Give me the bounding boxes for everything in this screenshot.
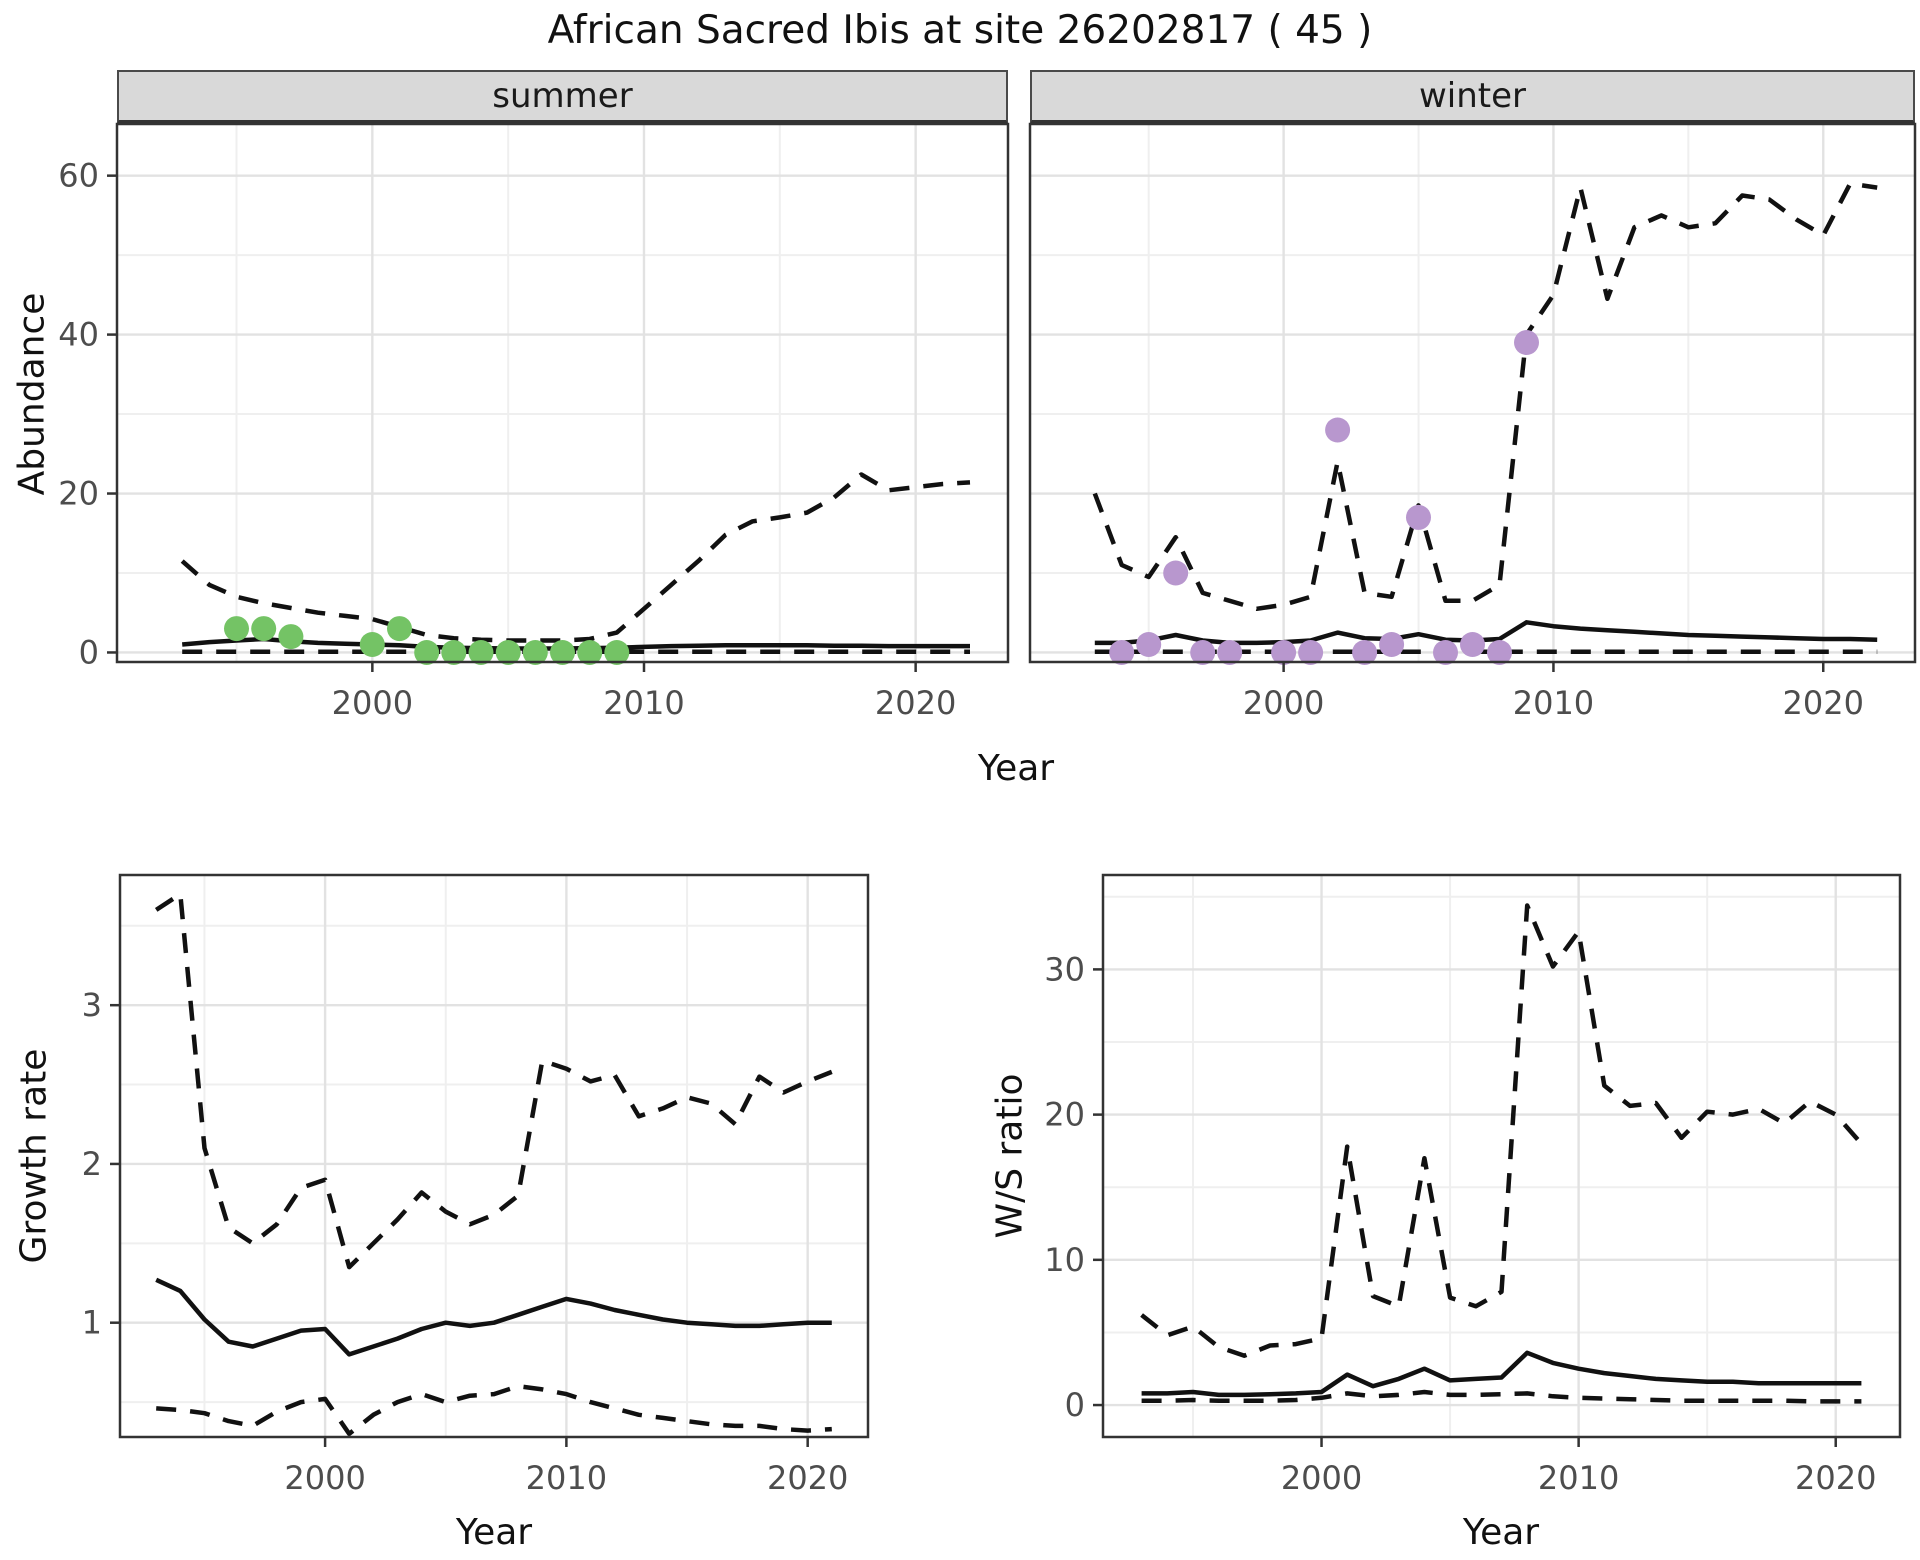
abundance-summer-axis-ticks: 2000 2010 2020 0 20 40 60 [58, 157, 956, 722]
ws-ratio-panel: 2000 2010 2020 0 10 20 30 [1044, 873, 1902, 1497]
growth-rate-panel-border [118, 873, 870, 1439]
abundance-summer-upper-95ci-line [180, 472, 971, 643]
observed-point [1433, 640, 1458, 665]
observed-point [1487, 640, 1512, 665]
y-tick-label: 0 [79, 633, 99, 671]
observed-point [1352, 640, 1378, 665]
observed-point [251, 616, 277, 642]
growth-rate-panel: 2000 2010 2020 1 2 3 [82, 873, 870, 1497]
ws-ratio-upper-95ci-line [1140, 903, 1864, 1358]
growth-rate-gridlines [120, 875, 868, 1437]
y-tick-label: 3 [82, 986, 102, 1024]
facet-strip-summer: summer [117, 70, 1008, 124]
growth-rate-axis-ticks: 2000 2010 2020 1 2 3 [82, 986, 849, 1497]
y-tick-label: 1 [82, 1304, 102, 1342]
abundance-summer-median-line [182, 636, 970, 651]
observed-point [1460, 632, 1485, 657]
observed-point [414, 640, 440, 665]
abundance-winter-median-line [1094, 620, 1878, 646]
x-tick-label: 2000 [332, 684, 413, 722]
observed-point [1298, 640, 1324, 665]
growth-rate-lower-95ci-line [156, 1383, 832, 1437]
ws-ratio-axis-ticks: 2000 2010 2020 0 10 20 30 [1044, 950, 1876, 1497]
x-tick-label: 2010 [603, 684, 684, 722]
observed-point [441, 640, 467, 665]
x-tick-label: 2010 [526, 1459, 607, 1497]
facet-strip-summer-label: summer [492, 76, 633, 116]
observed-point [359, 632, 385, 657]
growth-rate-median-line [155, 1277, 832, 1357]
observed-point [1325, 417, 1351, 443]
x-axis-title-year-top: Year [977, 748, 1055, 789]
abundance-summer-panel-border [115, 122, 1010, 664]
observed-point [1109, 640, 1135, 665]
ws-ratio-panel-border [1101, 873, 1902, 1439]
y-tick-label: 2 [82, 1145, 102, 1183]
abundance-summer-gridlines [117, 124, 1008, 662]
abundance-summer-panel: 2000 2010 2020 0 20 40 60 [58, 122, 1010, 722]
x-tick-label: 2020 [1783, 684, 1864, 722]
abundance-winter-observed-counts [1109, 330, 1539, 665]
y-tick-label: 60 [58, 157, 99, 195]
x-tick-label: 2010 [1538, 1459, 1619, 1497]
observed-point [550, 640, 575, 665]
x-tick-label: 2010 [1513, 684, 1594, 722]
observed-point [1406, 504, 1431, 530]
ws-ratio-median-line [1141, 1350, 1862, 1398]
observed-point [1190, 640, 1216, 665]
y-tick-label: 40 [58, 316, 99, 354]
y-tick-label: 20 [58, 475, 99, 513]
x-tick-label: 2000 [1243, 684, 1324, 722]
observed-point [387, 616, 412, 642]
facet-strip-winter-label: winter [1418, 76, 1527, 116]
observed-point [278, 624, 304, 650]
observed-point [468, 640, 494, 665]
chart-title: African Sacred Ibis at site 26202817 ( 4… [547, 8, 1373, 53]
facet-strip-winter: winter [1030, 70, 1915, 124]
x-tick-label: 2000 [1281, 1459, 1362, 1497]
observed-point [1163, 560, 1189, 586]
abundance-winter-upper-95ci-line [1092, 181, 1878, 612]
ws-ratio-gridlines [1103, 875, 1900, 1437]
observed-point [522, 640, 548, 665]
observed-point [577, 640, 603, 665]
abundance-winter-panel: 2000 2010 2020 [1028, 122, 1917, 722]
y-tick-label: 30 [1044, 950, 1085, 988]
y-axis-title-ws-ratio: W/S ratio [989, 1073, 1031, 1239]
abundance-summer-observed-counts [224, 616, 630, 665]
ws-ratio-lower-95ci-line [1141, 1389, 1862, 1404]
x-tick-label: 2020 [767, 1459, 848, 1497]
y-tick-label: 20 [1044, 1096, 1085, 1134]
observed-point [604, 640, 630, 665]
x-axis-title-year-growth: Year [455, 1512, 533, 1553]
observed-point [1271, 640, 1297, 665]
abundance-winter-axis-ticks: 2000 2010 2020 [1243, 662, 1864, 722]
y-tick-label: 10 [1044, 1241, 1085, 1279]
observed-point [1514, 330, 1539, 355]
abundance-winter-panel-border [1028, 122, 1917, 664]
observed-point [1136, 632, 1162, 657]
abundance-winter-gridlines [1030, 124, 1915, 662]
observed-point [495, 640, 521, 665]
observed-point [1217, 640, 1243, 665]
x-tick-label: 2020 [1795, 1459, 1876, 1497]
x-tick-label: 2000 [284, 1459, 365, 1497]
x-tick-label: 2020 [875, 684, 956, 722]
x-axis-title-year-ws: Year [1462, 1512, 1540, 1553]
growth-rate-upper-95ci-line [154, 891, 833, 1270]
y-tick-label: 0 [1065, 1386, 1085, 1424]
observed-point [224, 616, 249, 642]
observed-point [1379, 632, 1405, 657]
